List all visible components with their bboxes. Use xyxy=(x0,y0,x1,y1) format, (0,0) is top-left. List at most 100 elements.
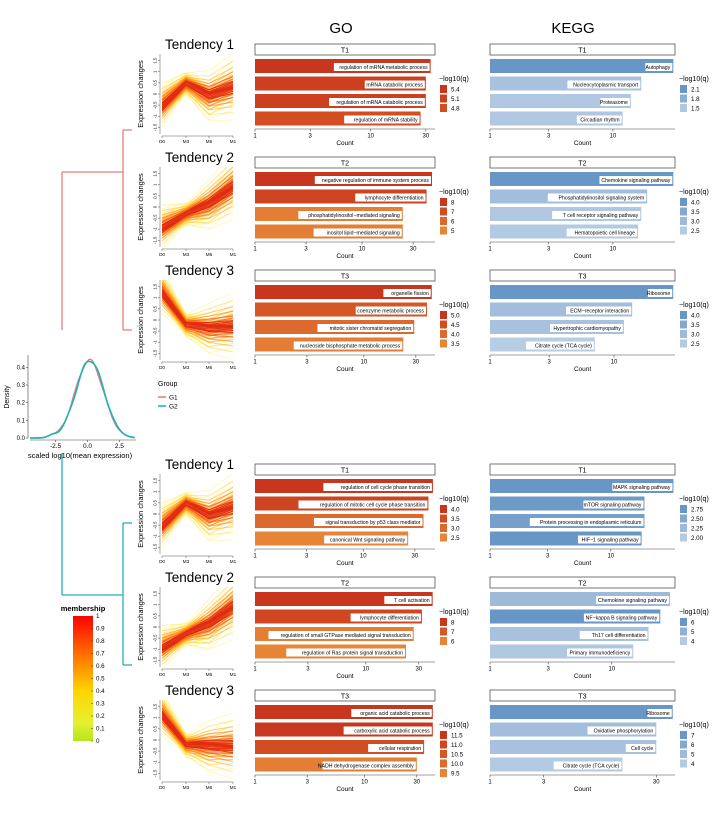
membership-line xyxy=(162,512,233,548)
x-tick-label: 1 xyxy=(253,780,257,786)
membership-line xyxy=(163,219,233,247)
membership-tick-label: 0.3 xyxy=(96,701,105,708)
y-tick-label: 1.5 xyxy=(153,170,158,176)
y-tick-label: -0.5 xyxy=(153,214,158,222)
tendency-lines xyxy=(162,54,233,128)
y-tick-label: -0.5 xyxy=(153,634,158,642)
bar-label-bg xyxy=(550,324,623,332)
color-legend-swatch xyxy=(680,514,687,523)
x-axis-title: Count xyxy=(336,366,354,373)
bar-label-bg xyxy=(313,228,402,237)
membership-colorbar xyxy=(73,616,93,741)
color-legend-swatch xyxy=(680,759,687,768)
x-axis-title: Count xyxy=(336,140,354,147)
bar-label-bg xyxy=(565,306,632,315)
panel-strip xyxy=(489,43,676,56)
x-tick-label: 1 xyxy=(253,667,257,673)
x-tick-label: 1 xyxy=(488,554,492,560)
color-legend-swatch xyxy=(440,104,447,112)
x-tick-label: 3 xyxy=(309,134,313,140)
density-x-tick-label: 2.5 xyxy=(115,443,124,450)
y-tick-label: 1.5 xyxy=(153,477,158,483)
bar-label: regulation of Ras protein signal transdu… xyxy=(302,650,403,656)
x-tick-label: M3 xyxy=(183,559,190,564)
y-tick-label: 1 xyxy=(153,603,158,606)
y-axis-title: Expression changes xyxy=(136,60,145,128)
color-legend-label: 5.1 xyxy=(451,96,460,103)
panel-title: T3 xyxy=(578,694,586,701)
membership-tick-label: 0.2 xyxy=(96,713,105,720)
bar-label-bg xyxy=(553,761,622,770)
bar-label: regulation of mRNA stability xyxy=(354,117,418,123)
color-legend-title: −log10(q) xyxy=(679,722,709,729)
y-tick-label: -1 xyxy=(153,227,158,231)
bar-label: inositol lipid−mediated signaling xyxy=(327,230,400,236)
y-tick-label: 0.5 xyxy=(153,305,158,311)
bar xyxy=(490,705,673,719)
color-legend-swatch xyxy=(680,505,687,513)
membership-line xyxy=(162,66,233,94)
color-legend-swatch xyxy=(440,198,447,206)
bar-label-bg xyxy=(323,483,432,491)
bar-label: lymphocyte differentiation xyxy=(360,615,419,621)
color-legend-swatch xyxy=(440,627,447,636)
bar-label: Hypertrophic cardiomyopathy xyxy=(553,326,621,332)
tendency-plot-g1-3: Tendency 3 -1.5 -1 -0.5 0 0.5 1 1.5 Expression c… xyxy=(136,263,237,370)
color-legend-label: 7 xyxy=(451,209,455,216)
density-y-tick-label: 0.4 xyxy=(17,365,26,371)
x-tick-label: 30 xyxy=(412,360,419,366)
color-legend-title: −log10(q) xyxy=(679,302,709,309)
x-tick-label: 1 xyxy=(488,247,492,253)
bar-label: Th17 cell differentiation xyxy=(592,633,646,639)
color-legend-label: 2.5 xyxy=(691,341,700,348)
panel-strip xyxy=(489,689,676,702)
bar-label-bg xyxy=(298,211,402,219)
bar-panel-g2-kegg-t1: T1 MAPK signaling pathway mTOR signaling p… xyxy=(488,463,709,567)
color-legend-label: 6 xyxy=(451,219,455,226)
density-y-tick-label: 0.0 xyxy=(17,436,26,442)
bar-label: regulation of small GTPase mediated sign… xyxy=(281,633,411,639)
membership-line xyxy=(162,83,233,109)
color-legend-label: 11.0 xyxy=(451,742,463,749)
x-tick-label: 1 xyxy=(488,360,492,366)
bar-label: ECM−receptor interaction xyxy=(570,308,629,314)
x-tick-label: 3 xyxy=(306,780,310,786)
bar-label: phosphatidylinositol−mediated signaling xyxy=(308,213,400,219)
membership-line xyxy=(162,313,233,360)
membership-line xyxy=(162,587,228,632)
x-tick-label: 1 xyxy=(253,247,257,253)
membership-tick-label: 0.7 xyxy=(96,651,105,658)
x-axis-title: Count xyxy=(574,786,592,793)
panel-title: T3 xyxy=(341,274,349,281)
x-tick-label: D0 xyxy=(159,252,165,257)
tendency-title: Tendency 2 xyxy=(165,570,234,585)
panel-title: T1 xyxy=(578,48,586,55)
color-legend-swatch xyxy=(680,627,687,636)
color-legend-label: 7 xyxy=(691,733,695,740)
bar-label: coenzyme metabolic process xyxy=(357,308,424,314)
x-tick-label: M3 xyxy=(183,139,190,144)
bar-label: Ribosome xyxy=(647,291,670,297)
membership-tick-label: 0.4 xyxy=(96,688,105,695)
panel-strip xyxy=(489,463,676,476)
membership-line xyxy=(162,167,228,212)
tendency-lines xyxy=(162,587,233,667)
color-legend-swatch xyxy=(440,217,447,225)
membership-line xyxy=(162,54,233,85)
bar-label: cellular respiration xyxy=(379,746,421,752)
y-tick-label: -1 xyxy=(153,760,158,764)
bar-label-bg xyxy=(317,324,414,332)
bar-label-bg xyxy=(566,228,637,237)
density-y-tick-label: 0.1 xyxy=(17,418,26,424)
membership-line xyxy=(162,480,233,504)
y-axis-title: Expression changes xyxy=(136,173,145,241)
x-axis-title: Count xyxy=(574,673,592,680)
x-tick-label: M3 xyxy=(183,785,190,790)
membership-line xyxy=(162,496,233,521)
bar-label: nucleoside bisphosphate metabolic proces… xyxy=(300,343,401,349)
color-legend-swatch xyxy=(440,85,447,93)
bar-label: regulation of mRNA catabolic process xyxy=(336,100,423,106)
x-tick-label: 1 xyxy=(488,134,492,140)
bar-label-bg xyxy=(286,648,406,657)
color-legend-swatch xyxy=(440,207,447,216)
